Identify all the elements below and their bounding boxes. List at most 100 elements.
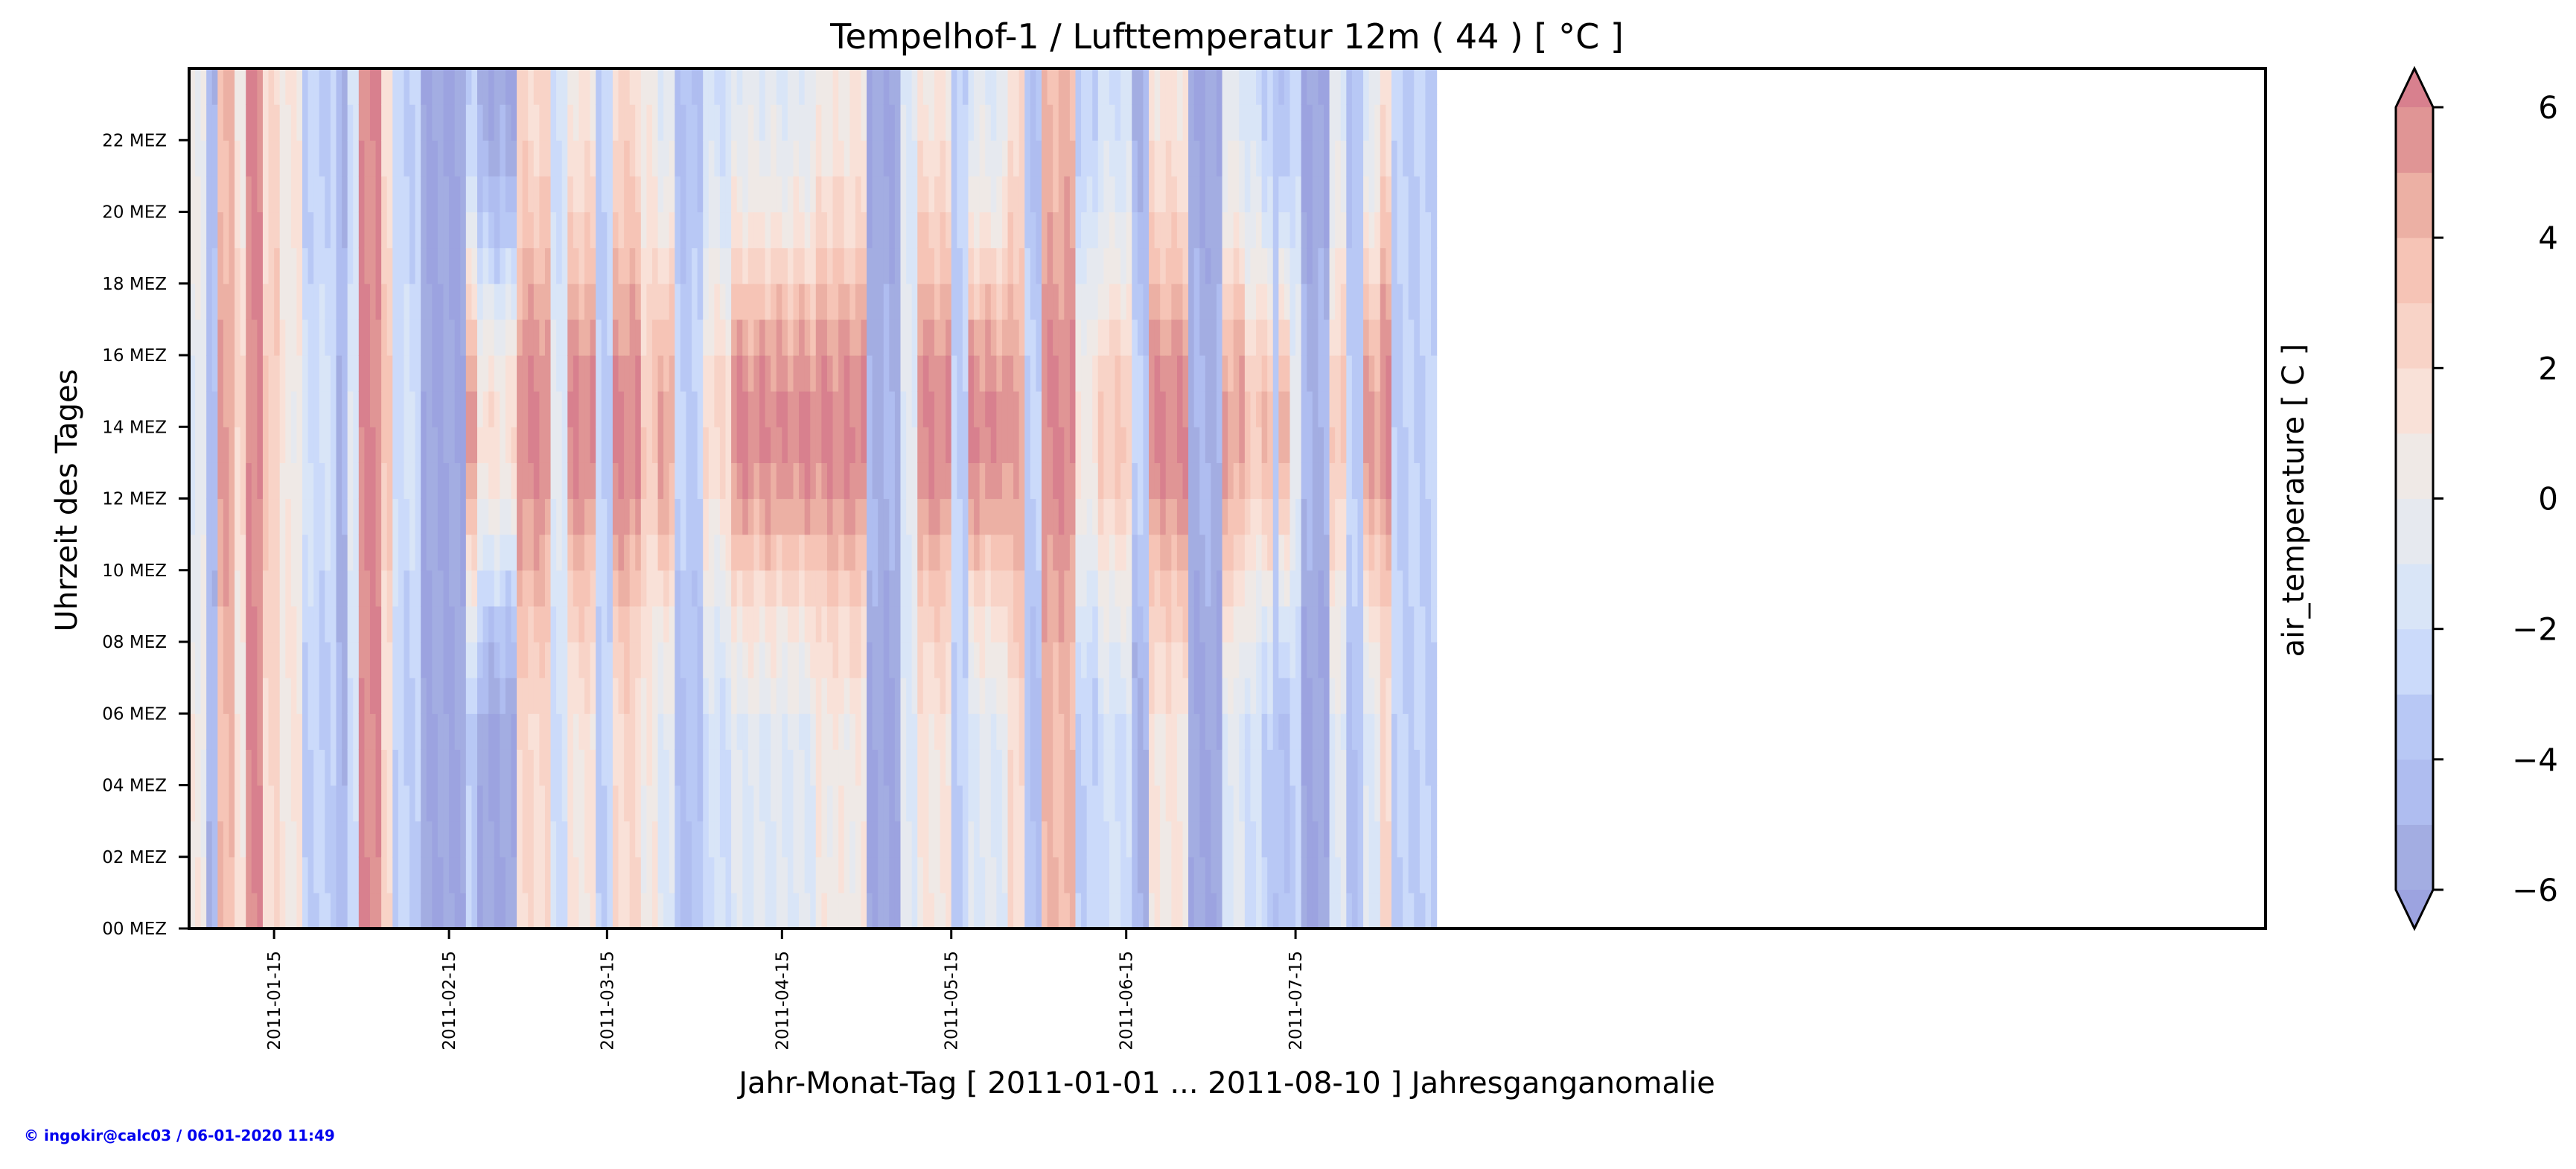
heatmap-cell (1120, 749, 1127, 786)
heatmap-cell (596, 678, 602, 714)
heatmap-cell (900, 355, 907, 392)
heatmap-cell (1007, 605, 1014, 643)
heatmap-cell (342, 570, 348, 607)
heatmap-cell (1042, 391, 1048, 427)
heatmap-column (1250, 69, 1257, 929)
heatmap-cell (437, 176, 444, 213)
heatmap-cell (810, 678, 817, 714)
heatmap-cell (1188, 642, 1195, 678)
heatmap-cell (584, 462, 591, 500)
heatmap-cell (342, 69, 348, 105)
heatmap-cell (200, 534, 207, 571)
heatmap-cell (719, 355, 727, 392)
heatmap-cell (398, 247, 405, 284)
heatmap-cell (573, 642, 580, 678)
heatmap-cell (477, 749, 484, 786)
heatmap-cell (556, 570, 563, 607)
heatmap-cell (883, 785, 890, 822)
heatmap-cell (635, 570, 642, 607)
heatmap-cell (511, 642, 517, 678)
heatmap-cell (675, 892, 681, 929)
heatmap-cell (928, 856, 935, 894)
heatmap-cell (353, 391, 360, 427)
heatmap-cell (1069, 247, 1077, 284)
heatmap-cell (934, 570, 941, 607)
heatmap-cell (1081, 785, 1088, 822)
heatmap-cell (815, 355, 822, 392)
heatmap-cell (1267, 211, 1274, 249)
heatmap-cell (832, 319, 839, 356)
heatmap-cell (675, 821, 681, 858)
heatmap-cell (1030, 176, 1037, 213)
heatmap-cell (398, 69, 405, 105)
heatmap-cell (731, 785, 738, 822)
heatmap-cell (957, 283, 963, 320)
heatmap-cell (990, 856, 997, 894)
heatmap-column (974, 69, 981, 929)
heatmap-cell (517, 605, 523, 643)
heatmap-cell (1301, 319, 1307, 356)
heatmap-cell (974, 140, 981, 176)
heatmap-cell (1001, 462, 1009, 500)
heatmap-cell (962, 856, 969, 894)
heatmap-column (804, 69, 811, 929)
heatmap-cell (1149, 211, 1155, 249)
heatmap-cell (883, 678, 890, 714)
heatmap-cell (426, 319, 433, 356)
heatmap-cell (539, 247, 546, 284)
heatmap-cell (1064, 642, 1071, 678)
heatmap-cell (195, 283, 202, 320)
heatmap-cell (900, 283, 907, 320)
heatmap-cell (290, 283, 298, 320)
heatmap-cell (1069, 749, 1077, 786)
heatmap-column (1143, 69, 1150, 929)
heatmap-cell (1261, 570, 1268, 607)
heatmap-cell (742, 247, 749, 284)
heatmap-cell (1199, 176, 1206, 213)
heatmap-cell (556, 856, 563, 894)
heatmap-cell (1154, 605, 1161, 643)
heatmap-cell (810, 892, 817, 929)
heatmap-cell (934, 785, 941, 822)
heatmap-column (1024, 69, 1031, 929)
heatmap-cell (872, 570, 879, 607)
heatmap-cell (1199, 821, 1206, 858)
heatmap-cell (268, 319, 275, 356)
heatmap-cell (426, 211, 433, 249)
heatmap-cell (607, 462, 613, 500)
heatmap-cell (736, 140, 743, 176)
heatmap-cell (590, 498, 596, 535)
heatmap-cell (437, 247, 444, 284)
heatmap-cell (799, 283, 806, 320)
heatmap-cell (725, 319, 732, 356)
heatmap-cell (787, 427, 794, 463)
heatmap-column (217, 69, 224, 929)
heatmap-cell (330, 570, 337, 607)
heatmap-cell (482, 821, 489, 858)
heatmap-column (409, 69, 416, 929)
heatmap-cell (1058, 247, 1065, 284)
heatmap-cell (686, 856, 692, 894)
heatmap-cell (1250, 892, 1257, 929)
heatmap-cell (1233, 69, 1240, 105)
heatmap-cell (1013, 678, 1020, 714)
heatmap-cell (1097, 462, 1104, 500)
heatmap-cell (1284, 570, 1291, 607)
heatmap-cell (544, 427, 552, 463)
heatmap-cell (274, 678, 281, 714)
heatmap-cell (675, 140, 681, 176)
heatmap-cell (437, 462, 444, 500)
heatmap-column (195, 69, 202, 929)
heatmap-cell (855, 785, 862, 822)
heatmap-cell (640, 104, 647, 141)
heatmap-cell (990, 642, 997, 678)
heatmap-cell (669, 821, 675, 858)
heatmap-cell (844, 605, 850, 643)
heatmap-cell (675, 713, 681, 750)
heatmap-cell (369, 391, 377, 427)
heatmap-cell (375, 211, 382, 249)
heatmap-cell (353, 713, 360, 750)
heatmap-cell (482, 570, 489, 607)
heatmap-cell (1205, 605, 1211, 643)
heatmap-cell (251, 355, 258, 392)
